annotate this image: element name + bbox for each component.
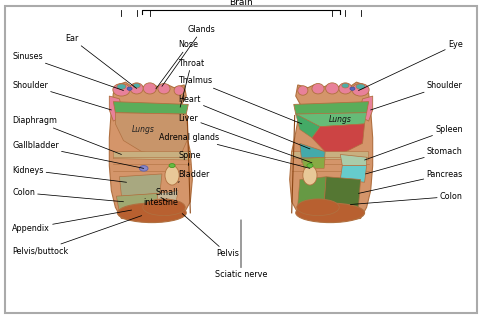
Text: Appendix: Appendix xyxy=(12,210,132,233)
Ellipse shape xyxy=(130,83,143,94)
Ellipse shape xyxy=(143,199,185,216)
Ellipse shape xyxy=(158,83,170,94)
Ellipse shape xyxy=(165,166,179,185)
Polygon shape xyxy=(312,124,364,155)
Text: Heart: Heart xyxy=(178,95,310,149)
Circle shape xyxy=(307,164,313,167)
Ellipse shape xyxy=(133,83,140,88)
Polygon shape xyxy=(340,155,367,166)
Circle shape xyxy=(350,87,355,90)
Text: Lungs: Lungs xyxy=(329,114,352,124)
Polygon shape xyxy=(109,82,192,221)
Ellipse shape xyxy=(342,83,349,88)
Text: Shoulder: Shoulder xyxy=(12,81,111,110)
Circle shape xyxy=(127,87,132,90)
Text: Eye: Eye xyxy=(359,40,463,90)
Polygon shape xyxy=(359,96,373,121)
Text: Diaphragm: Diaphragm xyxy=(12,116,121,155)
Text: Sinuses: Sinuses xyxy=(12,52,123,90)
Text: Bladder: Bladder xyxy=(178,170,210,182)
Ellipse shape xyxy=(117,84,126,89)
Text: Spine: Spine xyxy=(178,151,201,166)
Text: Throat: Throat xyxy=(178,59,204,107)
Polygon shape xyxy=(300,143,325,166)
Text: Gallbladder: Gallbladder xyxy=(12,142,144,168)
Polygon shape xyxy=(120,174,162,196)
Polygon shape xyxy=(117,193,158,213)
Text: Pelvis: Pelvis xyxy=(182,214,239,258)
Polygon shape xyxy=(113,152,190,160)
Text: Pancreas: Pancreas xyxy=(359,170,463,193)
Ellipse shape xyxy=(297,199,339,216)
Text: Pelvis/buttock: Pelvis/buttock xyxy=(12,216,142,256)
Polygon shape xyxy=(298,177,326,204)
Polygon shape xyxy=(296,113,367,127)
Polygon shape xyxy=(324,177,361,207)
Ellipse shape xyxy=(174,86,184,95)
Text: Small
intestine: Small intestine xyxy=(144,188,178,207)
Text: Stomach: Stomach xyxy=(366,147,463,174)
FancyBboxPatch shape xyxy=(5,6,477,313)
Polygon shape xyxy=(115,113,188,155)
Ellipse shape xyxy=(298,86,308,95)
Polygon shape xyxy=(113,102,188,114)
Polygon shape xyxy=(294,102,369,114)
Ellipse shape xyxy=(352,83,369,96)
Polygon shape xyxy=(292,152,369,160)
Text: Liver: Liver xyxy=(178,114,312,163)
Polygon shape xyxy=(109,96,123,121)
Circle shape xyxy=(169,164,175,167)
Ellipse shape xyxy=(143,83,156,94)
Text: Glands: Glands xyxy=(162,25,216,86)
Polygon shape xyxy=(290,82,373,221)
Text: Nose: Nose xyxy=(156,40,198,89)
Ellipse shape xyxy=(312,83,324,94)
Ellipse shape xyxy=(118,203,186,222)
Text: Brain: Brain xyxy=(229,0,253,7)
Ellipse shape xyxy=(303,166,317,185)
Text: Adrenal glands: Adrenal glands xyxy=(159,133,310,168)
Polygon shape xyxy=(340,166,367,182)
Text: Thalmus: Thalmus xyxy=(178,76,302,124)
Text: Colon: Colon xyxy=(12,188,123,202)
Polygon shape xyxy=(156,191,178,213)
Ellipse shape xyxy=(113,83,130,96)
Polygon shape xyxy=(302,157,325,168)
Ellipse shape xyxy=(339,83,352,94)
Ellipse shape xyxy=(296,203,364,222)
Text: Spleen: Spleen xyxy=(364,125,463,160)
Ellipse shape xyxy=(326,83,339,94)
Text: Sciatic nerve: Sciatic nerve xyxy=(215,220,267,279)
Polygon shape xyxy=(296,114,320,138)
Text: Shoulder: Shoulder xyxy=(371,81,463,110)
Text: Colon: Colon xyxy=(350,192,463,204)
Text: Lungs: Lungs xyxy=(132,125,155,134)
Text: Ear: Ear xyxy=(65,34,137,88)
Text: Kidneys: Kidneys xyxy=(12,166,126,182)
Circle shape xyxy=(139,166,148,171)
Ellipse shape xyxy=(356,84,365,89)
